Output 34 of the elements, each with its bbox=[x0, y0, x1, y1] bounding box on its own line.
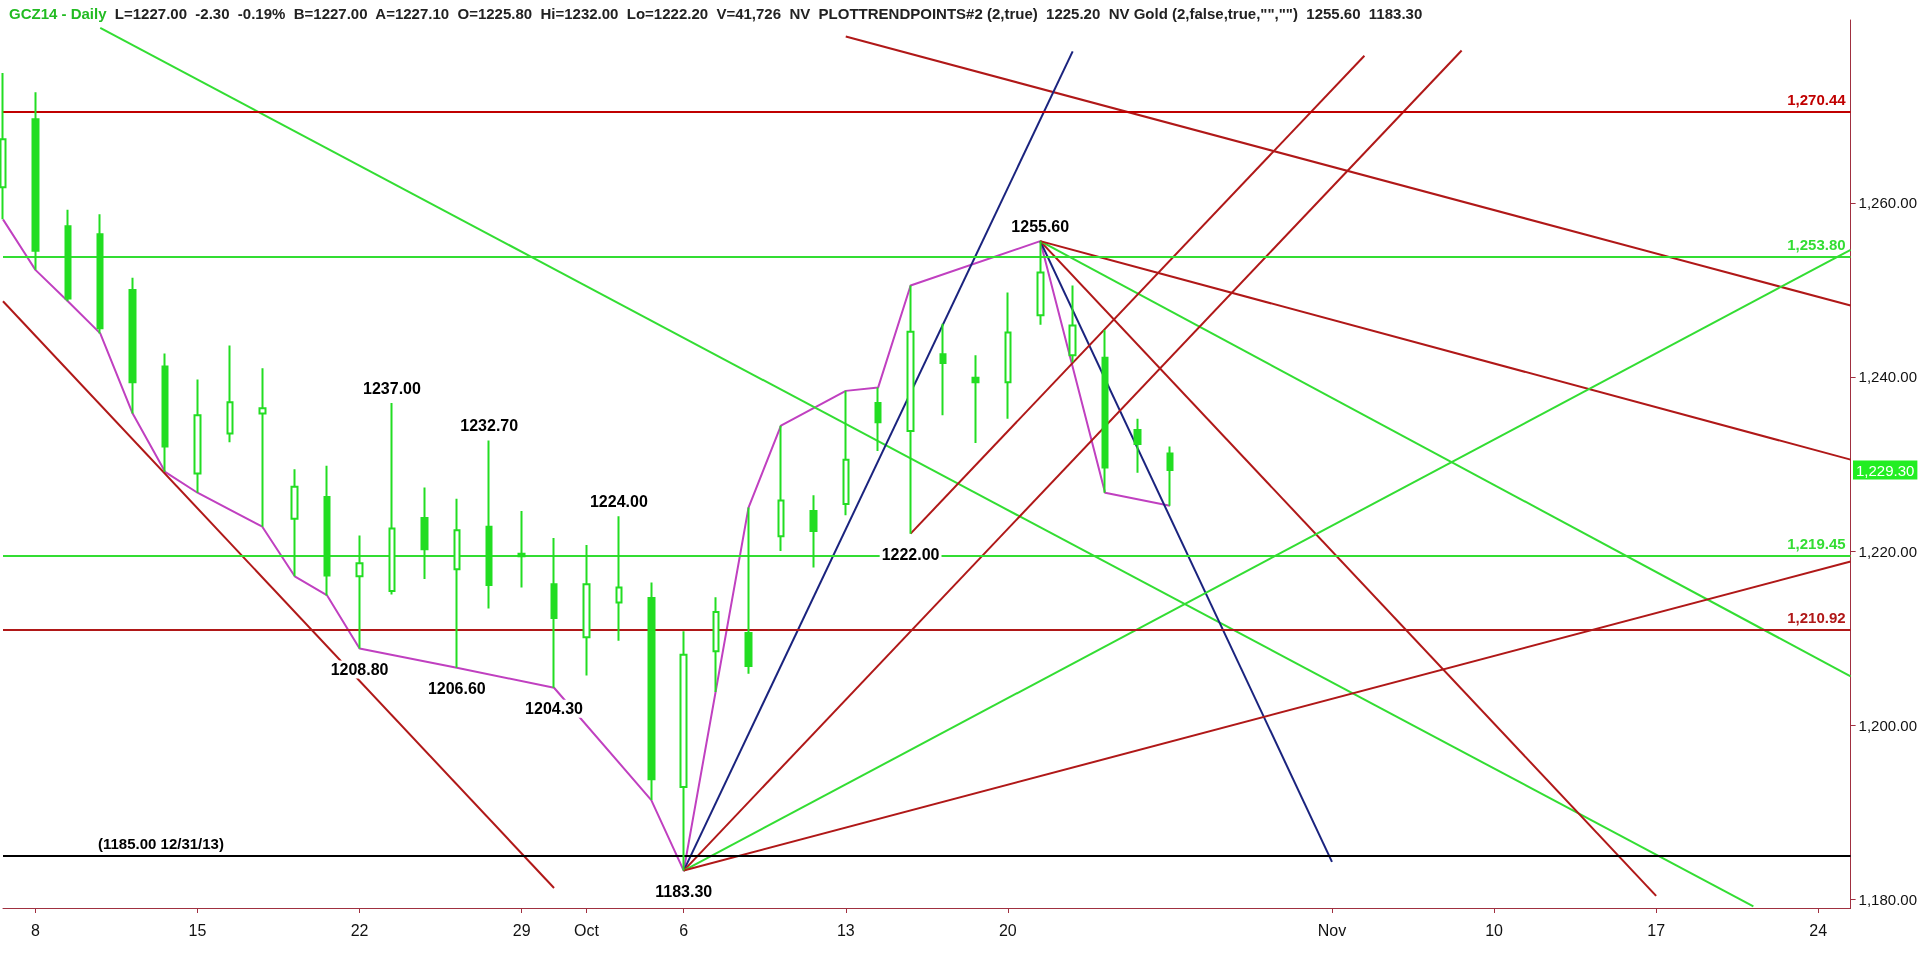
y-tick-label: 1,220.00 bbox=[1858, 542, 1917, 560]
text: 1,229.30 bbox=[1856, 461, 1915, 479]
ref-line-label: (1185.00 12/31/13) bbox=[98, 834, 224, 852]
y-tick-label: 1,260.00 bbox=[1858, 194, 1917, 212]
y-tick-label: 1,240.00 bbox=[1858, 368, 1917, 386]
chart-title: GCZ14 - Daily bbox=[9, 5, 108, 22]
chart-subtitle: L=1227.00 -2.30 -0.19% B=1227.00 A=1227.10 O=1225.80 Hi=1232.00 Lo=1222.20 V=41,726 NV PLOTTRENDPOINTS#2 (2,true) 1225.20 NV Gold (2,false,true,"","") 1255.60 1183.30 bbox=[114, 5, 1423, 22]
ref-line-label: 1,270.44 bbox=[1787, 90, 1847, 108]
x-tick-label: 8 bbox=[30, 921, 40, 939]
ref-line-label: 1,219.45 bbox=[1787, 534, 1846, 552]
ref-line-label: 1,253.80 bbox=[1787, 235, 1846, 253]
x-tick-label: 29 bbox=[512, 921, 531, 939]
x-tick-label: 17 bbox=[1647, 921, 1666, 939]
annotation: 1224.00 bbox=[589, 492, 648, 510]
annotation: 1232.70 bbox=[460, 416, 519, 434]
x-tick-label: 13 bbox=[836, 921, 855, 939]
x-tick-label: Nov bbox=[1317, 921, 1347, 939]
y-tick-label: 1,200.00 bbox=[1858, 716, 1917, 734]
annotation: 1208.80 bbox=[330, 661, 389, 679]
y-tick-label: 1,180.00 bbox=[1858, 890, 1917, 908]
ref-line-label: 1,210.92 bbox=[1787, 609, 1846, 627]
x-tick-label: 6 bbox=[679, 921, 689, 939]
x-tick-label: 15 bbox=[188, 921, 207, 939]
x-tick-label: Oct bbox=[574, 921, 600, 939]
annotation: 1222.00 bbox=[881, 546, 940, 564]
x-tick-label: 10 bbox=[1485, 921, 1504, 939]
annotation: 1237.00 bbox=[363, 379, 421, 397]
annotation: 1183.30 bbox=[655, 883, 713, 901]
x-tick-label: 20 bbox=[998, 921, 1017, 939]
annotation: 1255.60 bbox=[1011, 217, 1070, 235]
x-tick-label: 24 bbox=[1809, 921, 1828, 939]
annotation: 1206.60 bbox=[427, 680, 486, 698]
x-tick-label: 22 bbox=[350, 921, 369, 939]
annotation: 1204.30 bbox=[525, 700, 584, 718]
